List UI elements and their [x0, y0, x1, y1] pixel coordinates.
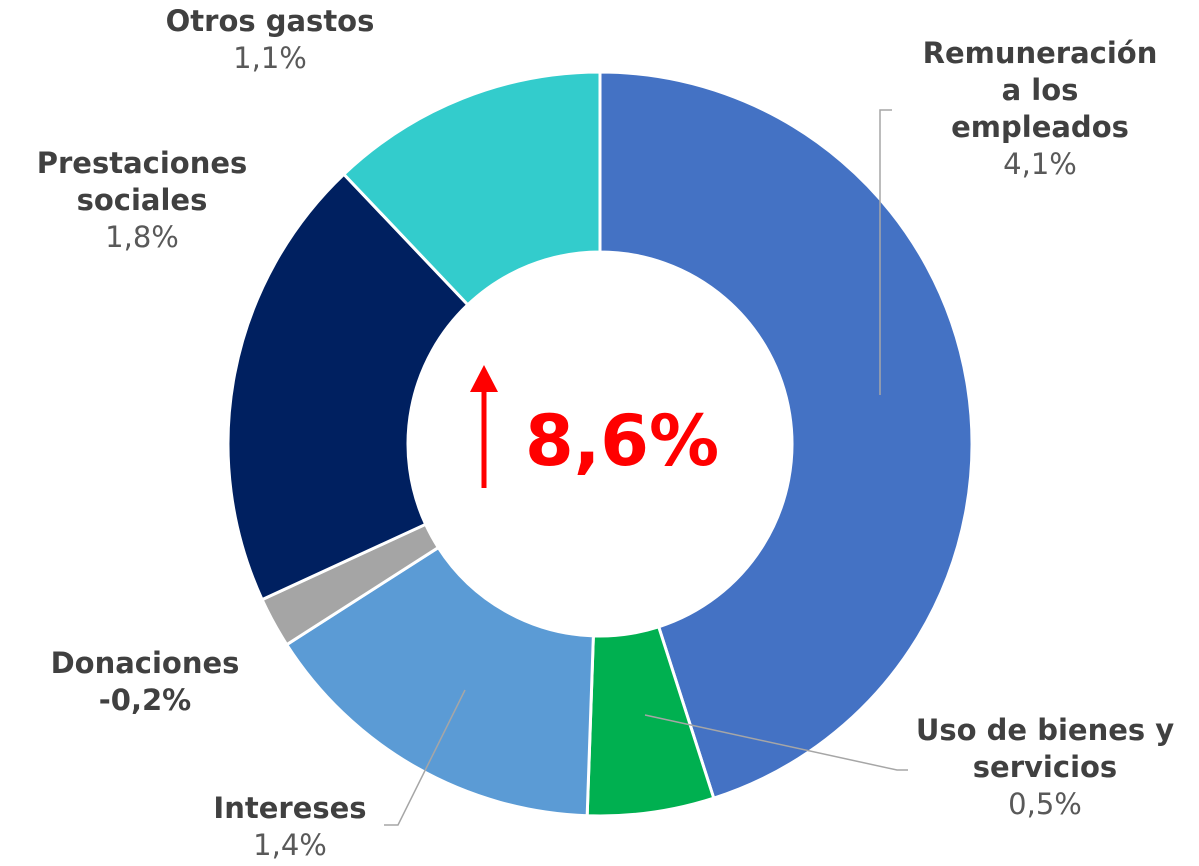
category-name: Uso de bienes y servicios: [910, 712, 1180, 786]
value-label: 1,8%: [12, 219, 272, 256]
slice-label: Donaciones-0,2%: [25, 645, 265, 719]
category-name: Intereses: [190, 790, 390, 827]
value-label: -0,2%: [25, 682, 265, 719]
value-label: 1,1%: [140, 40, 400, 77]
category-name: Prestaciones sociales: [12, 145, 272, 219]
value-label: 1,4%: [190, 827, 390, 864]
value-label: 4,1%: [915, 146, 1165, 183]
category-name: Donaciones: [25, 645, 265, 682]
category-name: Otros gastos: [140, 3, 400, 40]
up-arrow: [470, 365, 498, 488]
chart: 8,6% Remuneración a los empleados4,1% Uso…: [0, 0, 1199, 866]
value-label: 0,5%: [910, 786, 1180, 823]
center-label: 8,6%: [525, 400, 719, 482]
category-name: Remuneración a los empleados: [915, 35, 1165, 146]
